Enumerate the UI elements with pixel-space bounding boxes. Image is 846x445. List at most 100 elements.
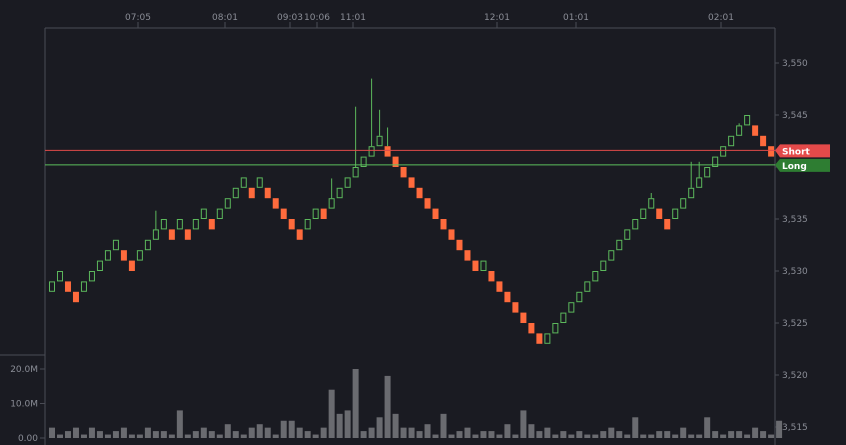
up-brick bbox=[736, 125, 743, 136]
up-brick bbox=[352, 167, 359, 178]
y-tick-label: 3,515 bbox=[782, 423, 808, 433]
up-brick bbox=[632, 219, 639, 230]
volume-bar bbox=[480, 431, 487, 438]
volume-bar bbox=[432, 434, 439, 438]
down-brick bbox=[280, 208, 287, 220]
volume-bar bbox=[728, 431, 735, 438]
volume-tick-label: 20.0M bbox=[10, 365, 38, 375]
up-brick bbox=[712, 156, 719, 168]
up-brick bbox=[88, 271, 95, 282]
up-brick bbox=[560, 312, 567, 324]
up-brick bbox=[96, 260, 103, 272]
volume-bar bbox=[112, 431, 119, 438]
up-brick bbox=[704, 167, 711, 178]
down-brick bbox=[504, 291, 511, 303]
volume-bar bbox=[536, 431, 543, 438]
short-badge[interactable]: Short bbox=[775, 144, 830, 158]
volume-axis-ticks: 20.0M 10.0M 0.00 bbox=[10, 365, 45, 444]
up-brick bbox=[136, 250, 143, 261]
volume-bar bbox=[64, 431, 71, 438]
down-brick bbox=[64, 281, 71, 292]
volume-bar bbox=[264, 427, 271, 438]
volume-bar bbox=[664, 431, 671, 438]
volume-bar bbox=[216, 434, 223, 438]
down-brick bbox=[664, 219, 671, 230]
up-brick bbox=[200, 208, 207, 220]
down-brick bbox=[400, 167, 407, 178]
volume-bar bbox=[680, 427, 687, 438]
x-tick-label: 01:01 bbox=[563, 13, 589, 23]
volume-bar bbox=[392, 413, 399, 438]
x-tick-label: 10:06 bbox=[304, 13, 330, 23]
volume-bar bbox=[648, 434, 655, 438]
down-brick bbox=[288, 219, 295, 230]
x-tick-label: 08:01 bbox=[212, 13, 238, 23]
volume-bar bbox=[80, 434, 87, 438]
up-brick bbox=[336, 187, 343, 199]
up-brick bbox=[144, 239, 151, 251]
down-brick bbox=[520, 312, 527, 324]
up-brick bbox=[568, 302, 575, 313]
volume-bar bbox=[600, 431, 607, 438]
up-brick bbox=[80, 281, 87, 292]
up-brick bbox=[744, 115, 751, 126]
volume-bar bbox=[208, 431, 215, 438]
down-brick bbox=[528, 323, 535, 334]
down-brick bbox=[264, 187, 271, 199]
up-brick bbox=[304, 219, 311, 230]
down-brick bbox=[464, 250, 471, 261]
volume-bar bbox=[176, 410, 183, 438]
up-brick bbox=[616, 239, 623, 251]
down-brick bbox=[184, 229, 191, 240]
y-tick-label: 3,550 bbox=[782, 59, 808, 69]
volume-bar bbox=[472, 434, 479, 438]
up-brick bbox=[256, 177, 263, 188]
up-brick bbox=[680, 198, 687, 209]
volume-bar bbox=[736, 431, 743, 438]
volume-bar bbox=[760, 431, 767, 438]
volume-bar bbox=[88, 427, 95, 438]
position-lines[interactable]: Short Long bbox=[45, 144, 830, 172]
up-brick bbox=[104, 250, 111, 261]
volume-bar bbox=[232, 431, 239, 438]
up-brick bbox=[608, 250, 615, 261]
volume-bar bbox=[640, 434, 647, 438]
down-brick bbox=[424, 198, 431, 209]
badge-label: Short bbox=[782, 147, 811, 157]
volume-bar bbox=[168, 434, 175, 438]
x-tick-label: 11:01 bbox=[340, 13, 366, 23]
up-brick bbox=[344, 177, 351, 188]
volume-bar bbox=[200, 427, 207, 438]
volume-bar bbox=[368, 427, 375, 438]
volume-bar bbox=[464, 427, 471, 438]
down-brick bbox=[128, 260, 135, 272]
up-brick bbox=[592, 271, 599, 282]
up-brick bbox=[216, 208, 223, 220]
volume-bar bbox=[624, 434, 631, 438]
down-brick bbox=[248, 187, 255, 199]
volume-bar bbox=[280, 420, 287, 438]
down-brick bbox=[392, 156, 399, 168]
volume-bar bbox=[704, 417, 711, 438]
up-brick bbox=[360, 156, 367, 168]
down-brick bbox=[440, 219, 447, 230]
volume-tick-label: 10.0M bbox=[10, 400, 38, 410]
down-brick bbox=[656, 208, 663, 220]
volume-bar bbox=[544, 427, 551, 438]
down-brick bbox=[296, 229, 303, 240]
down-brick bbox=[272, 198, 279, 209]
volume-bar bbox=[776, 420, 783, 438]
up-brick bbox=[480, 260, 487, 272]
long-badge[interactable]: Long bbox=[775, 158, 830, 172]
up-brick bbox=[160, 219, 167, 230]
volume-bar bbox=[560, 431, 567, 438]
volume-bar bbox=[304, 431, 311, 438]
x-axis-ticks: 07:05 08:01 09:03 10:06 11:01 12:01 01:01 02:01 bbox=[125, 13, 734, 28]
down-brick bbox=[432, 208, 439, 220]
volume-bar bbox=[96, 431, 103, 438]
down-brick bbox=[168, 229, 175, 240]
up-brick bbox=[224, 198, 231, 209]
up-brick bbox=[192, 219, 199, 230]
